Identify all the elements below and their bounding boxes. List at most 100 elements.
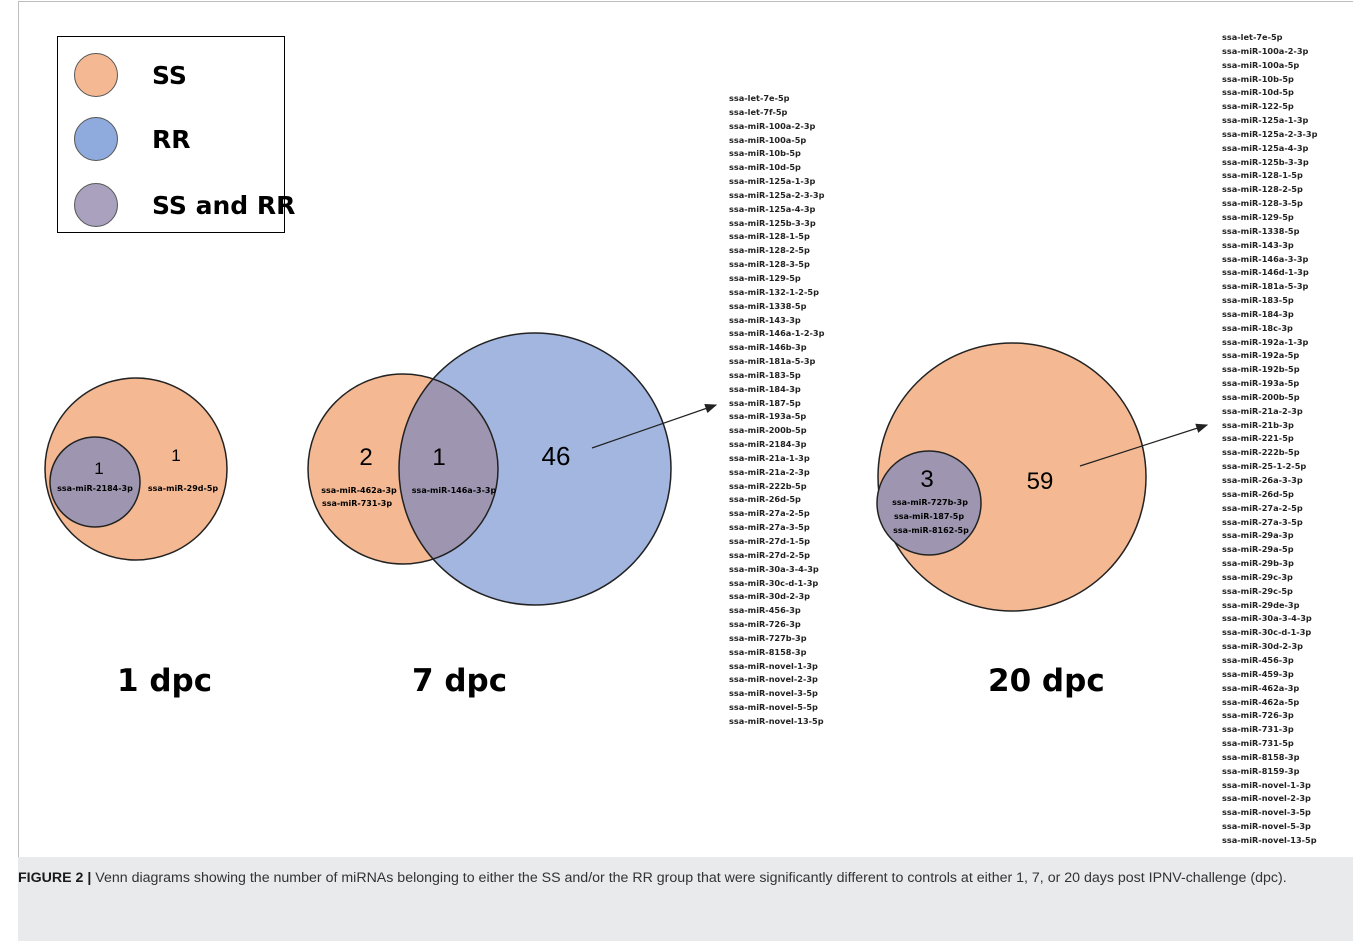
mirna-list-item: ssa-miR-193a-5p — [1222, 378, 1300, 389]
legend: SS RR SS and RR — [57, 36, 295, 233]
legend-label-ss: SS — [152, 60, 187, 90]
mirna-list-7dpc-rr: ssa-let-7e-5p ssa-let-7f-5p ssa-miR-100a-2… — [729, 92, 824, 729]
mirna-list-item: ssa-miR-29a-3p — [1222, 530, 1294, 541]
legend-item-ss: SS — [74, 53, 187, 97]
mirna-list-item: ssa-miR-146a-3-3p — [1222, 253, 1309, 264]
caption-label: FIGURE 2 | — [18, 870, 92, 886]
venn-7dpc-ss-mirna-2: ssa-miR-731-3p — [322, 499, 392, 508]
mirna-list-item: ssa-let-7f-5p — [729, 106, 788, 117]
mirna-list-item: ssa-miR-29b-3p — [1222, 558, 1294, 569]
mirna-list-item: ssa-miR-459-3p — [1222, 668, 1294, 679]
mirna-list-item: ssa-miR-27d-1-5p — [729, 536, 811, 546]
mirna-list-item: ssa-miR-222b-5p — [1222, 447, 1300, 458]
mirna-list-20dpc-ss: ssa-let-7e-5p ssa-miR-100a-2-3p ssa-miR-10… — [1222, 31, 1317, 848]
mirna-list-item: ssa-miR-731-5p — [1222, 738, 1294, 749]
mirna-list-item: ssa-miR-21b-3p — [1222, 419, 1294, 430]
mirna-list-item: ssa-miR-30a-3-4-3p — [1222, 613, 1312, 624]
mirna-list-item: ssa-miR-26d-5p — [729, 494, 801, 505]
mirna-list-item: ssa-miR-193a-5p — [729, 411, 807, 422]
venn-20dpc-overlap-circle — [876, 450, 982, 556]
mirna-list-item: ssa-miR-200b-5p — [729, 425, 807, 436]
legend-swatch-ss-and-rr — [74, 183, 118, 227]
venn-20dpc-arrow — [1079, 423, 1209, 467]
venn-7dpc-overlap-count: 1 — [432, 444, 445, 471]
mirna-list-item: ssa-miR-novel-3-5p — [1222, 807, 1311, 818]
mirna-list-item: ssa-miR-129-5p — [729, 272, 801, 283]
venn-1dpc-overlap-circle — [49, 436, 141, 528]
mirna-list-item: ssa-miR-125a-2-3-3p — [1222, 128, 1318, 139]
mirna-list-item: ssa-miR-146a-1-2-3p — [729, 328, 825, 339]
mirna-list-item: ssa-miR-125a-1-3p — [1222, 115, 1309, 126]
mirna-list-item: ssa-miR-8158-3p — [1222, 751, 1300, 762]
mirna-list-item: ssa-miR-25-1-2-5p — [1222, 461, 1307, 472]
mirna-list-item: ssa-miR-128-1-5p — [729, 231, 810, 242]
mirna-list-item: ssa-miR-132-1-2-5p — [729, 286, 819, 297]
mirna-list-item: ssa-miR-21a-1-3p — [729, 452, 810, 463]
venn-20dpc: 3 ssa-miR-727b-3p ssa-miR-187-5p ssa-miR… — [876, 342, 1209, 612]
mirna-list-item: ssa-miR-29c-3p — [1222, 571, 1293, 582]
mirna-list-item: ssa-miR-18c-3p — [1222, 322, 1293, 333]
mirna-list-item: ssa-miR-200b-5p — [1222, 391, 1300, 402]
legend-swatch-rr — [74, 117, 118, 161]
mirna-list-item: ssa-miR-27a-3-5p — [1222, 516, 1303, 527]
mirna-list-item: ssa-miR-726-3p — [1222, 710, 1294, 721]
mirna-list-item: ssa-miR-192a-1-3p — [1222, 336, 1309, 347]
mirna-list-item: ssa-miR-26d-5p — [1222, 488, 1294, 499]
venn-7dpc-ss-outline — [307, 373, 499, 565]
mirna-list-item: ssa-miR-183-5p — [1222, 295, 1294, 306]
figure-caption: FIGURE 2 | Venn diagrams showing the num… — [18, 857, 1353, 941]
mirna-list-item: ssa-miR-30c-d-1-3p — [1222, 627, 1312, 638]
mirna-list-item: ssa-miR-727b-3p — [729, 632, 807, 643]
mirna-list-item: ssa-miR-novel-2-3p — [1222, 793, 1311, 804]
mirna-list-item: ssa-miR-726-3p — [729, 619, 801, 630]
mirna-list-item: ssa-miR-8159-3p — [1222, 765, 1300, 776]
mirna-list-item: ssa-miR-2184-3p — [729, 439, 807, 450]
mirna-list-item: ssa-miR-128-3-5p — [1222, 198, 1303, 209]
mirna-list-item: ssa-let-7e-5p — [729, 93, 790, 103]
mirna-list-item: ssa-miR-125b-3-3p — [729, 217, 816, 228]
mirna-list-item: ssa-miR-novel-3-5p — [729, 688, 818, 699]
mirna-list-item: ssa-miR-1338-5p — [729, 300, 807, 311]
mirna-list-item: ssa-miR-1338-5p — [1222, 225, 1300, 236]
mirna-list-item: ssa-miR-181a-5-3p — [1222, 281, 1309, 292]
mirna-list-item: ssa-miR-456-3p — [729, 605, 801, 616]
mirna-list-item: ssa-miR-222b-5p — [729, 480, 807, 491]
mirna-list-item: ssa-miR-novel-1-3p — [1222, 779, 1311, 790]
venn-diagrams: 1 ssa-miR-2184-3p 1 ssa-miR-29d-5p 2 ssa… — [44, 332, 1209, 612]
mirna-list-item: ssa-miR-novel-2-3p — [729, 674, 818, 685]
panel-label-20dpc: 20 dpc — [988, 663, 1105, 699]
mirna-list-item: ssa-miR-29c-5p — [1222, 585, 1293, 596]
legend-item-rr: RR — [74, 117, 191, 161]
mirna-list-item: ssa-miR-462a-5p — [1222, 696, 1300, 707]
mirna-list-item: ssa-miR-30d-2-3p — [1222, 641, 1304, 652]
mirna-list-item: ssa-miR-187-5p — [729, 397, 801, 408]
mirna-list-item: ssa-miR-146d-1-3p — [1222, 267, 1309, 278]
venn-1dpc-inner-mirna: ssa-miR-2184-3p — [57, 484, 133, 493]
mirna-list-item: ssa-miR-21a-2-3p — [1222, 405, 1303, 416]
mirna-list-item: ssa-miR-10b-5p — [729, 148, 801, 159]
mirna-list-item: ssa-miR-27a-2-5p — [729, 508, 810, 519]
venn-7dpc-ss-count: 2 — [359, 444, 372, 471]
mirna-list-item: ssa-miR-192b-5p — [1222, 364, 1300, 375]
mirna-list-item: ssa-miR-26a-3-3p — [1222, 475, 1303, 485]
mirna-list-item: ssa-miR-221-5p — [1222, 433, 1294, 444]
venn-20dpc-inner-mirna-3: ssa-miR-8162-5p — [893, 526, 969, 535]
mirna-list-item: ssa-miR-novel-1-3p — [729, 660, 818, 671]
mirna-list-item: ssa-miR-192a-5p — [1222, 350, 1300, 361]
venn-1dpc-inner-count: 1 — [94, 459, 103, 478]
mirna-list-item: ssa-miR-29a-5p — [1222, 544, 1294, 555]
legend-label-ss-and-rr: SS and RR — [152, 190, 296, 220]
venn-1dpc-outer-mirna: ssa-miR-29d-5p — [148, 484, 219, 493]
mirna-list-item: ssa-miR-462a-3p — [1222, 682, 1300, 693]
mirna-list-item: ssa-miR-100a-5p — [729, 134, 807, 145]
mirna-list-item: ssa-miR-100a-5p — [1222, 59, 1300, 70]
mirna-list-item: ssa-miR-181a-5-3p — [729, 356, 816, 367]
mirna-list-item: ssa-miR-125a-4-3p — [729, 203, 816, 214]
legend-label-rr: RR — [152, 124, 191, 154]
venn-20dpc-inner-count: 3 — [920, 466, 933, 493]
venn-7dpc-arrow — [591, 404, 718, 449]
mirna-list-item: ssa-miR-129-5p — [1222, 211, 1294, 222]
mirna-list-item: ssa-miR-143-3p — [729, 314, 801, 325]
venn-20dpc-inner-mirna-2: ssa-miR-187-5p — [894, 512, 964, 521]
mirna-list-item: ssa-miR-29de-3p — [1222, 599, 1300, 610]
